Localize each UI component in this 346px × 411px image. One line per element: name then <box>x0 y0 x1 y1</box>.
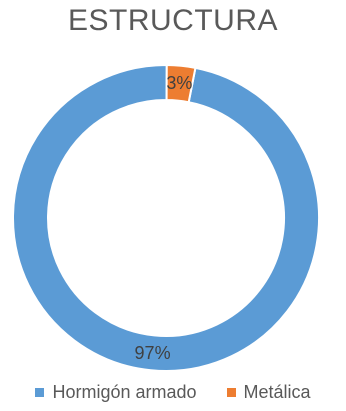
legend-swatch-metalica <box>226 388 236 397</box>
slice-metalica <box>165 63 197 104</box>
legend: Hormigón armado Metálica <box>0 382 346 403</box>
legend-item-hormigon: Hormigón armado <box>35 382 197 403</box>
slice-hormigon-armado <box>12 64 320 372</box>
legend-swatch-hormigon <box>35 388 45 397</box>
data-label-hormigon-armado: 97% <box>135 343 171 363</box>
data-label-metalica: 3% <box>166 73 192 93</box>
chart-title: ESTRUCTURA <box>67 4 278 37</box>
doughnut-chart: 97% 3% <box>12 63 320 372</box>
legend-item-metalica: Metálica <box>226 382 311 403</box>
legend-label-hormigon: Hormigón armado <box>52 382 197 402</box>
legend-label-metalica: Metálica <box>243 382 311 402</box>
